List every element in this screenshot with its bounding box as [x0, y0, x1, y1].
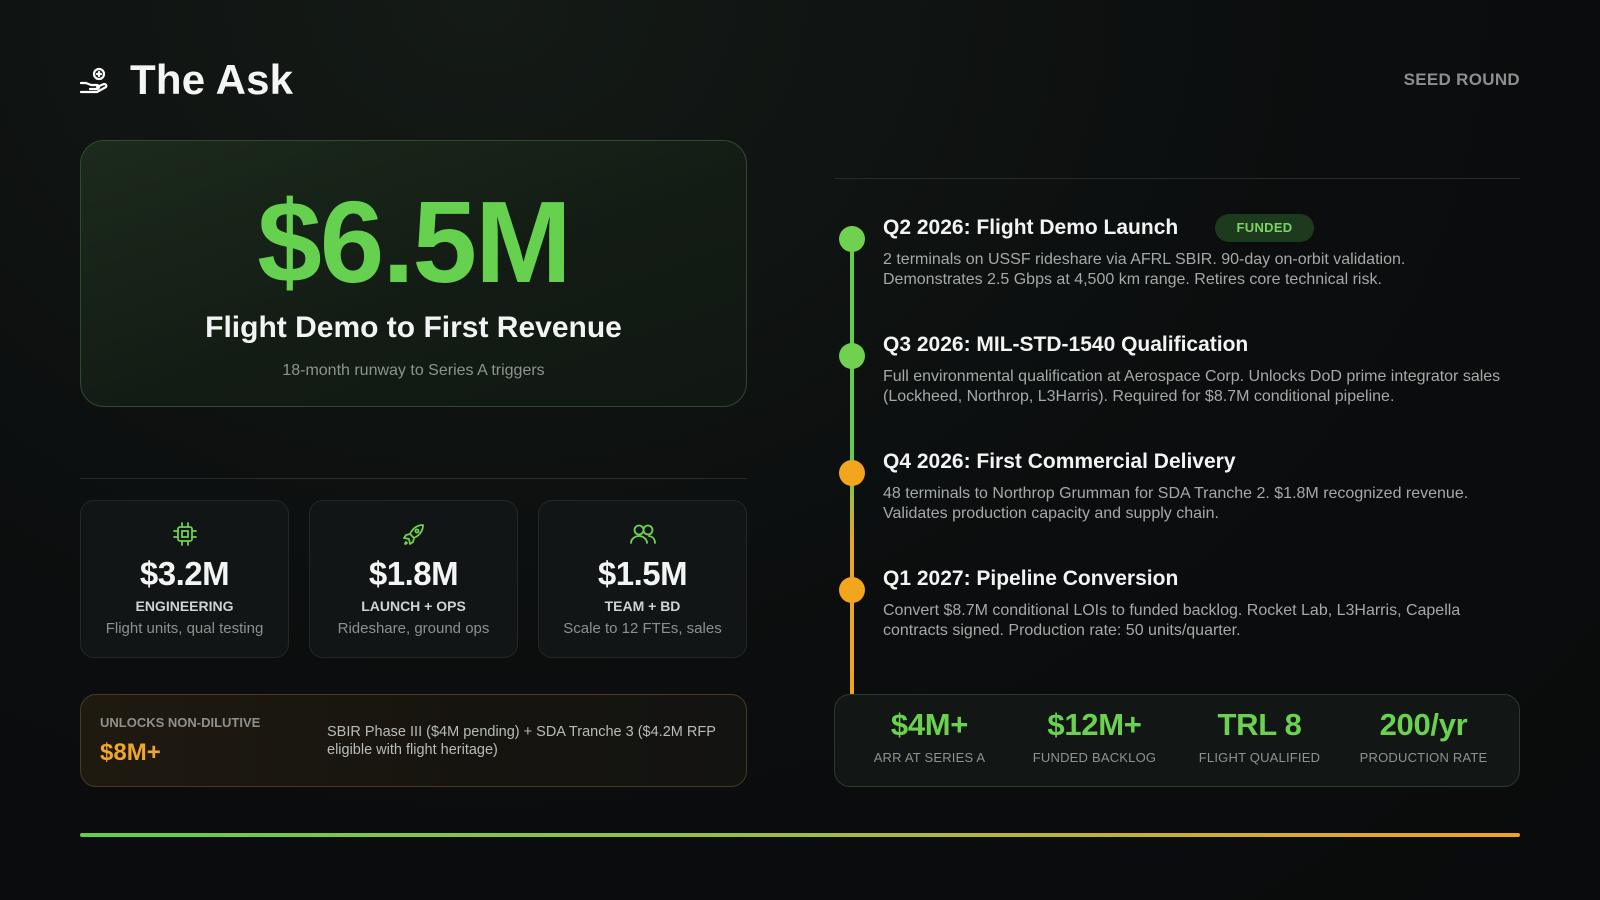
page-title: The Ask: [130, 56, 294, 103]
allocation-card-launch: $1.8M LAUNCH + OPS Rideshare, ground ops: [309, 500, 518, 658]
allocation-desc: Rideshare, ground ops: [337, 620, 490, 637]
round-label: SEED ROUND: [1403, 70, 1520, 89]
allocation-desc: Scale to 12 FTEs, sales: [563, 620, 722, 637]
timeline-line: [850, 226, 854, 774]
divider: [834, 178, 1520, 179]
non-dilutive-value: $8M+: [100, 739, 161, 766]
users-icon: [539, 521, 746, 547]
milestone-title: Q2 2026: Flight Demo Launch: [883, 216, 1179, 239]
non-dilutive-box: UNLOCKS NON-DILUTIVE $8M+ SBIR Phase III…: [80, 694, 747, 787]
metric-backlog: $12M+ FUNDED BACKLOG: [1012, 707, 1177, 765]
milestone-title: Q4 2026: First Commercial Delivery: [883, 450, 1236, 473]
non-dilutive-label: UNLOCKS NON-DILUTIVE: [100, 715, 261, 730]
metric-value: $4M+: [890, 707, 969, 742]
timeline-dot: [839, 226, 865, 252]
status-badge: FUNDED: [1215, 214, 1314, 242]
milestone-desc: Full environmental qualification at Aero…: [883, 368, 1501, 405]
timeline-dot: [839, 460, 865, 486]
non-dilutive-text: SBIR Phase III ($4M pending) + SDA Tranc…: [327, 724, 716, 758]
timeline-dot: [839, 577, 865, 603]
metric-production: 200/yr PRODUCTION RATE: [1341, 707, 1506, 765]
metric-label: PRODUCTION RATE: [1359, 750, 1488, 765]
allocation-label: TEAM + BD: [604, 598, 681, 614]
hero-card: $6.5M Flight Demo to First Revenue 18-mo…: [80, 140, 747, 407]
metric-arr: $4M+ ARR AT SERIES A: [847, 707, 1012, 765]
metric-label: FUNDED BACKLOG: [1032, 750, 1157, 765]
allocation-label: LAUNCH + OPS: [361, 598, 466, 614]
metrics-box: $4M+ ARR AT SERIES A $12M+ FUNDED BACKLO…: [834, 694, 1520, 787]
milestone-desc: 2 terminals on USSF rideshare via AFRL S…: [883, 251, 1406, 288]
metric-label: ARR AT SERIES A: [873, 750, 986, 765]
bottom-accent-bar: [80, 833, 1520, 837]
metric-value: $12M+: [1047, 707, 1142, 742]
allocation-value: $3.2M: [139, 555, 230, 592]
milestone-title: Q3 2026: MIL-STD-1540 Qualification: [883, 333, 1249, 356]
metric-label: FLIGHT QUALIFIED: [1198, 750, 1321, 765]
milestone-desc: 48 terminals to Northrop Grumman for SDA…: [883, 485, 1469, 522]
chip-icon: [81, 521, 288, 547]
milestone-title: Q1 2027: Pipeline Conversion: [883, 567, 1179, 590]
hero-subtitle: Flight Demo to First Revenue: [205, 311, 622, 344]
allocation-label: ENGINEERING: [135, 598, 234, 614]
allocation-value: $1.5M: [597, 555, 688, 592]
rocket-icon: [310, 521, 517, 547]
metric-value: TRL 8: [1217, 707, 1302, 742]
allocation-card-engineering: $3.2M ENGINEERING Flight units, qual tes…: [80, 500, 289, 658]
allocation-value: $1.8M: [368, 555, 459, 592]
metric-value: 200/yr: [1379, 707, 1468, 742]
divider: [80, 478, 747, 479]
metric-trl: TRL 8 FLIGHT QUALIFIED: [1177, 707, 1342, 765]
hand-coin-icon: [79, 66, 111, 94]
timeline-dot: [839, 343, 865, 369]
allocation-card-team: $1.5M TEAM + BD Scale to 12 FTEs, sales: [538, 500, 747, 658]
hero-note: 18-month runway to Series A triggers: [282, 362, 545, 379]
allocation-desc: Flight units, qual testing: [105, 620, 264, 637]
milestone-desc: Convert $8.7M conditional LOIs to funded…: [883, 602, 1461, 639]
hero-amount: $6.5M: [257, 177, 571, 307]
